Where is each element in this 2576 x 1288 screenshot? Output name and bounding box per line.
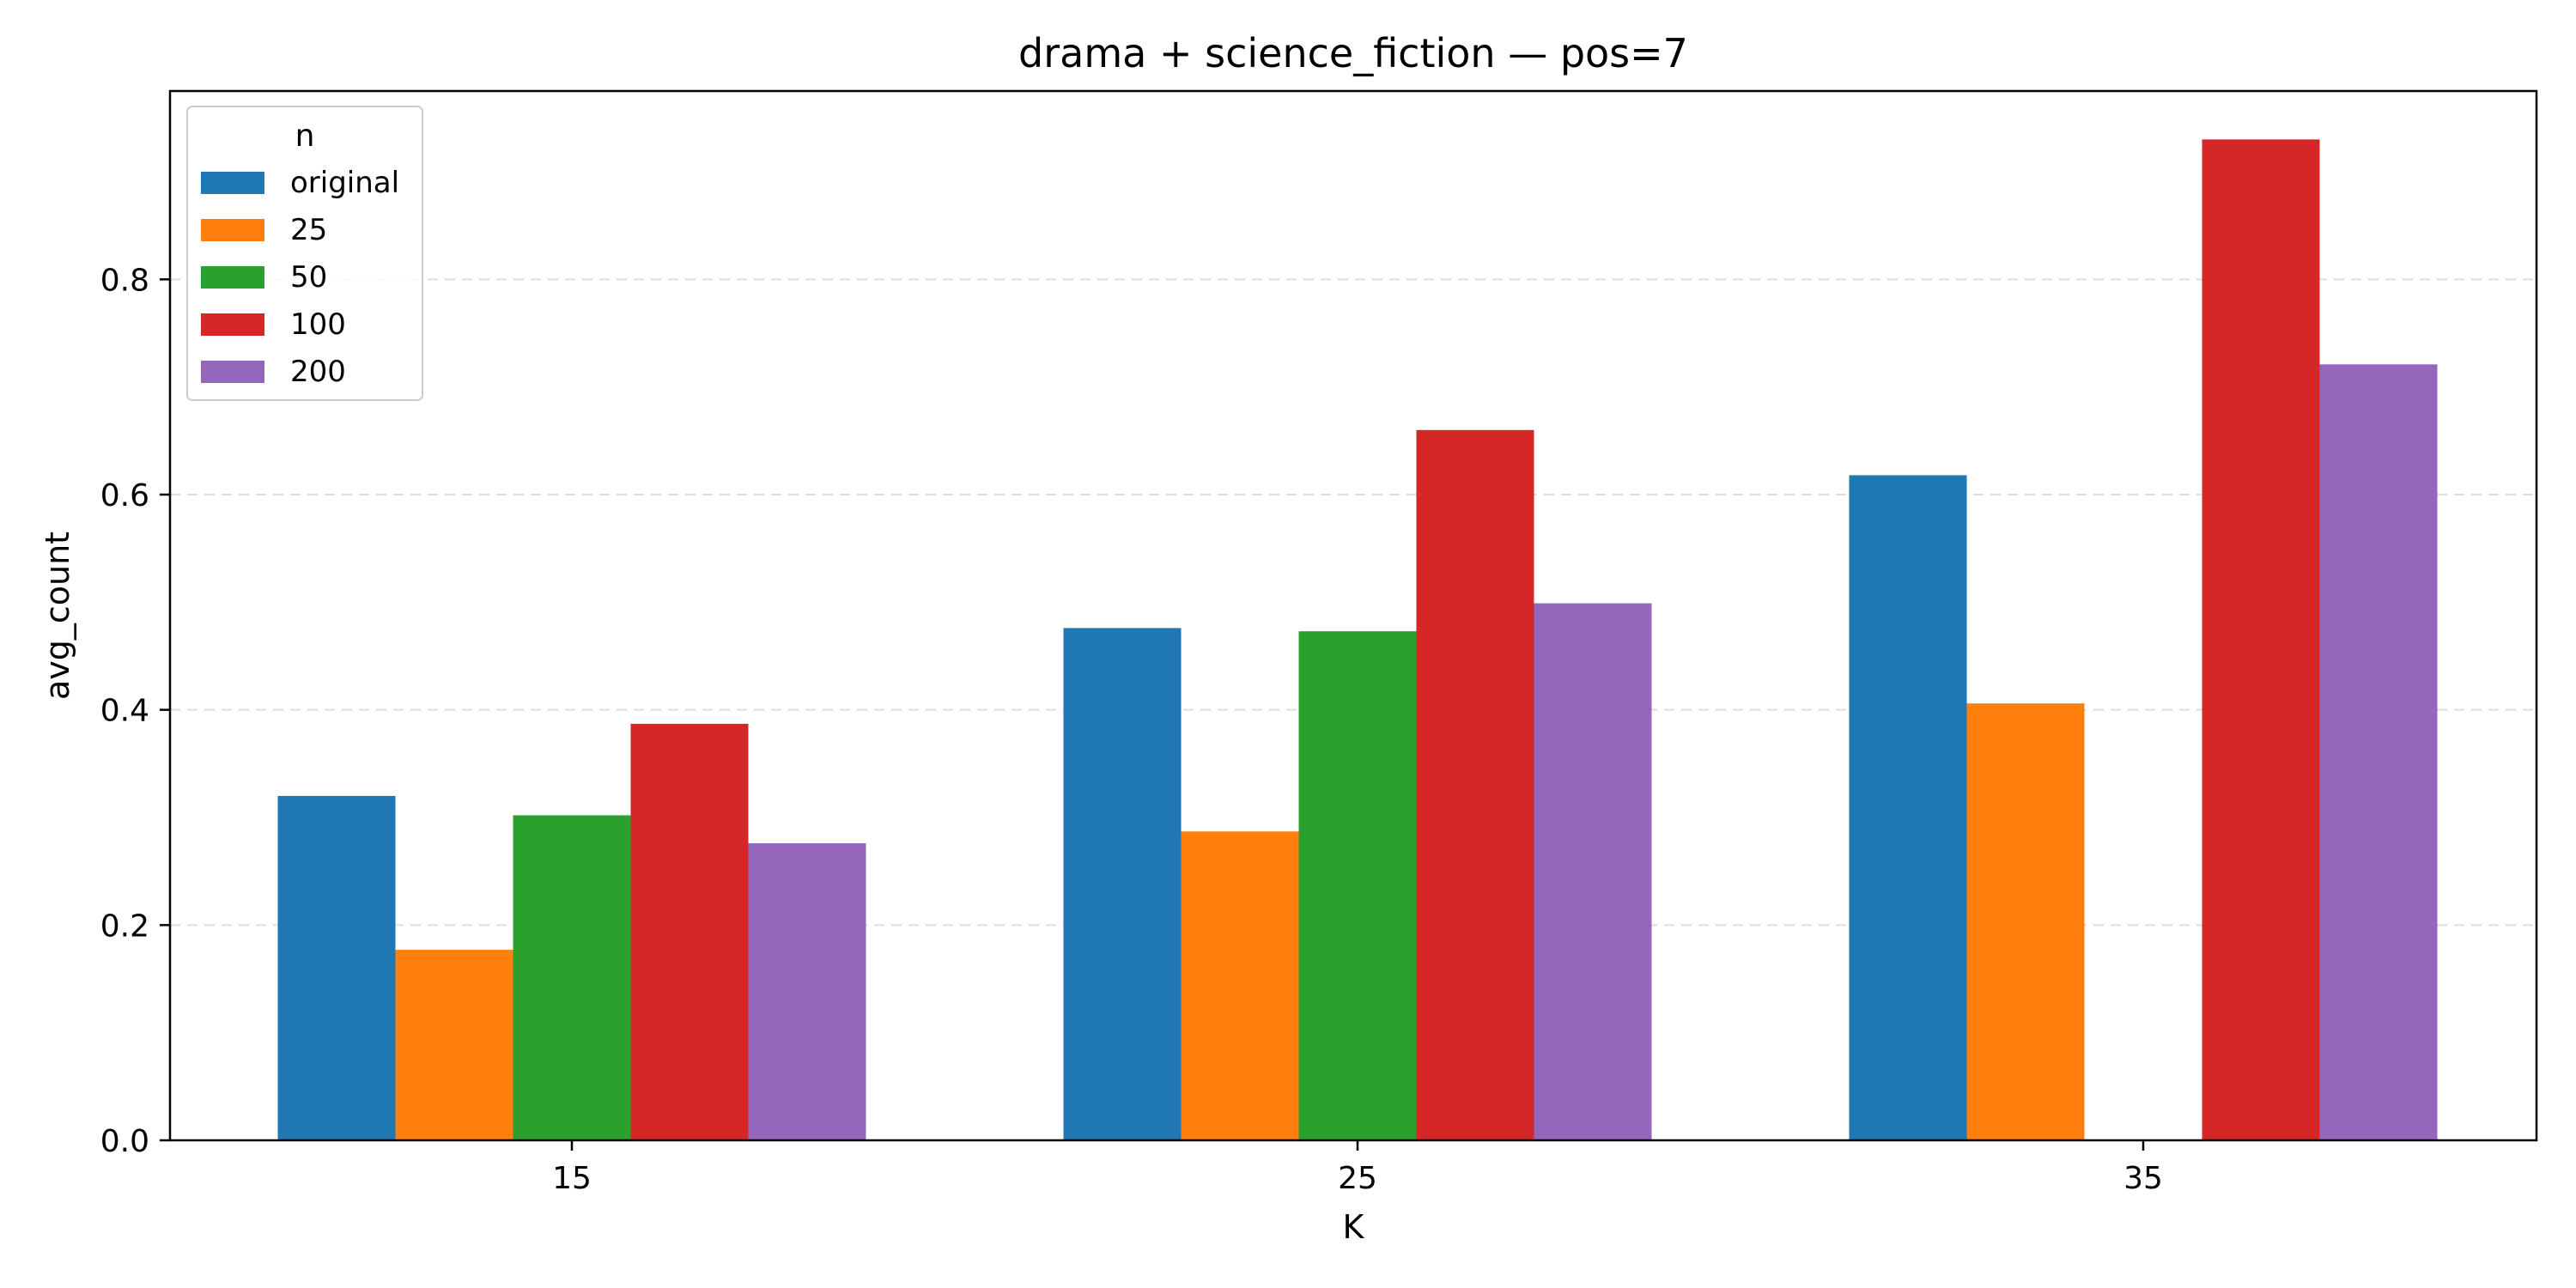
legend-swatch: [201, 313, 264, 336]
bar-25-k35: [1966, 703, 2085, 1140]
legend-swatch: [201, 172, 264, 194]
bar-original-k15: [277, 795, 396, 1140]
x-axis: 15 25 35: [552, 1140, 2163, 1196]
y-tick-label: 0.6: [100, 478, 149, 513]
x-tick-label: 25: [1338, 1161, 1377, 1196]
bar-original-k25: [1063, 628, 1182, 1140]
y-axis-label: avg_count: [39, 532, 76, 700]
bar-200-k15: [748, 843, 866, 1140]
legend-swatch: [201, 219, 264, 241]
y-axis: 0.0 0.2 0.4 0.6 0.8: [100, 263, 170, 1159]
legend-label: 25: [290, 213, 327, 247]
x-tick-label: 35: [2123, 1161, 2163, 1196]
bar-200-k35: [2319, 364, 2438, 1140]
bar-100-k35: [2202, 139, 2320, 1140]
y-tick-label: 0.4: [100, 694, 149, 729]
bar-25-k15: [395, 950, 513, 1140]
bar-50-k15: [513, 815, 631, 1140]
bar-25-k25: [1181, 831, 1299, 1140]
chart-title: drama + science_fiction — pos=7: [1018, 30, 1688, 76]
legend-swatch: [201, 266, 264, 289]
y-tick-label: 0.2: [100, 908, 149, 944]
legend-label: original: [290, 166, 399, 200]
legend-label: 50: [290, 260, 327, 295]
bar-100-k25: [1416, 429, 1534, 1140]
bars: [277, 139, 2438, 1140]
legend-label: 100: [290, 307, 346, 342]
bar-100-k15: [630, 723, 749, 1140]
bar-50-k25: [1298, 631, 1417, 1140]
legend-label: 200: [290, 355, 346, 389]
legend-title: n: [295, 118, 315, 154]
y-tick-label: 0.8: [100, 263, 149, 298]
x-axis-label: K: [1343, 1208, 1365, 1246]
legend-swatch: [201, 361, 264, 383]
plot-frame: [168, 89, 2538, 1142]
y-tick-label: 0.0: [100, 1124, 149, 1159]
legend: n original 25 50 100 200: [186, 106, 423, 401]
x-tick-label: 15: [552, 1161, 592, 1196]
bar-original-k35: [1849, 475, 1967, 1140]
bar-200-k25: [1534, 603, 1652, 1140]
